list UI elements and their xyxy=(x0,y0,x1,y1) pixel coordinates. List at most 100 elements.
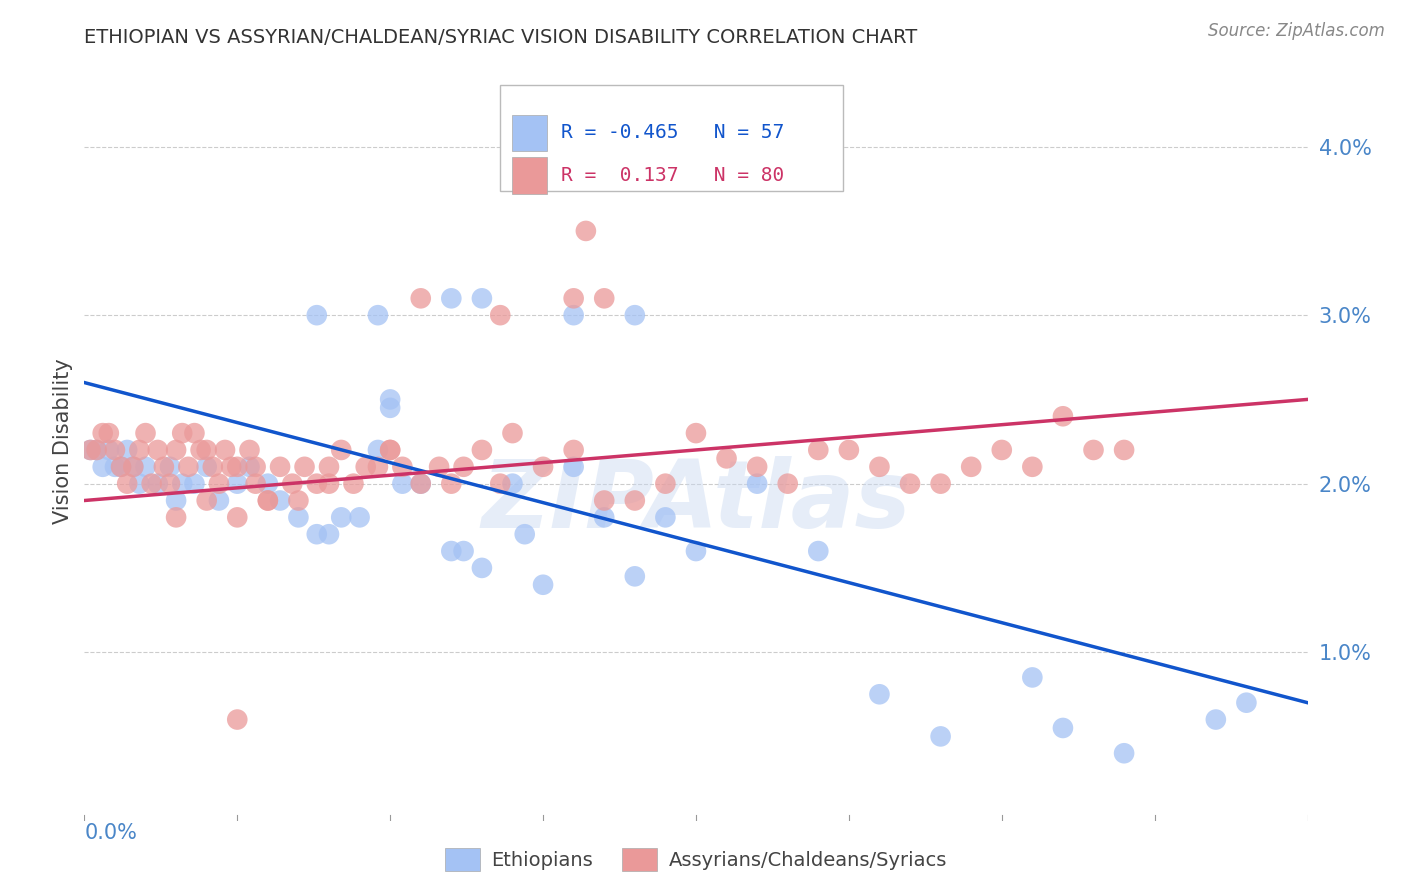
Point xyxy=(91,426,114,441)
Point xyxy=(245,476,267,491)
Point xyxy=(427,459,450,474)
Point xyxy=(128,476,150,491)
Point xyxy=(471,561,494,575)
Point xyxy=(453,459,475,474)
Point xyxy=(195,493,218,508)
Point xyxy=(489,476,512,491)
Point xyxy=(281,476,304,491)
Point xyxy=(1114,442,1136,457)
Point xyxy=(440,291,463,305)
Point xyxy=(190,442,212,457)
Point xyxy=(86,442,108,457)
Point xyxy=(440,544,463,558)
Point xyxy=(869,687,891,701)
Point xyxy=(305,476,328,491)
Point xyxy=(226,476,249,491)
Point xyxy=(807,442,830,457)
Point xyxy=(330,442,353,457)
Point xyxy=(226,510,249,524)
Point xyxy=(269,459,291,474)
Text: ETHIOPIAN VS ASSYRIAN/CHALDEAN/SYRIAC VISION DISABILITY CORRELATION CHART: ETHIOPIAN VS ASSYRIAN/CHALDEAN/SYRIAC VI… xyxy=(84,28,918,47)
Point xyxy=(489,308,512,322)
Point xyxy=(593,493,616,508)
Point xyxy=(513,527,536,541)
Point xyxy=(294,459,316,474)
Point xyxy=(838,442,860,457)
Point xyxy=(245,459,267,474)
Point xyxy=(97,442,120,457)
Point xyxy=(91,459,114,474)
Point xyxy=(287,493,309,508)
Y-axis label: Vision Disability: Vision Disability xyxy=(53,359,73,524)
Point xyxy=(747,476,769,491)
Point xyxy=(624,308,647,322)
Point xyxy=(453,544,475,558)
Point xyxy=(183,426,205,441)
Point xyxy=(391,476,413,491)
Point xyxy=(305,308,328,322)
Point xyxy=(318,476,340,491)
Point xyxy=(367,308,389,322)
Point xyxy=(330,510,353,524)
Point xyxy=(146,476,169,491)
Point xyxy=(929,730,952,744)
Point xyxy=(208,493,231,508)
Point xyxy=(305,527,328,541)
Point xyxy=(562,308,585,322)
Point xyxy=(380,392,402,407)
Point xyxy=(238,459,260,474)
Point xyxy=(257,493,280,508)
Point xyxy=(97,426,120,441)
Point xyxy=(685,426,707,441)
Point xyxy=(79,442,101,457)
Point xyxy=(110,459,132,474)
Point xyxy=(318,459,340,474)
Point xyxy=(593,510,616,524)
Point xyxy=(562,442,585,457)
Point xyxy=(86,442,108,457)
Point xyxy=(1236,696,1258,710)
Point xyxy=(367,459,389,474)
Point xyxy=(135,426,157,441)
Point xyxy=(122,459,145,474)
Point xyxy=(226,459,249,474)
Point xyxy=(716,451,738,466)
Point xyxy=(380,442,402,457)
Point xyxy=(1114,746,1136,760)
Point xyxy=(172,426,194,441)
Point xyxy=(159,476,181,491)
Point xyxy=(898,476,921,491)
Point xyxy=(104,459,127,474)
Point xyxy=(172,476,194,491)
Point xyxy=(575,224,598,238)
Point xyxy=(165,442,187,457)
Legend: Ethiopians, Assyrians/Chaldeans/Syriacs: Ethiopians, Assyrians/Chaldeans/Syriacs xyxy=(437,840,955,880)
Point xyxy=(624,493,647,508)
Point xyxy=(115,442,138,457)
Point xyxy=(929,476,952,491)
Point xyxy=(318,527,340,541)
Point xyxy=(128,442,150,457)
Point xyxy=(807,544,830,558)
Point xyxy=(1021,670,1043,684)
Point xyxy=(869,459,891,474)
Point xyxy=(269,493,291,508)
FancyBboxPatch shape xyxy=(513,157,547,194)
Point xyxy=(409,291,432,305)
Point xyxy=(115,476,138,491)
Point xyxy=(208,476,231,491)
Point xyxy=(380,442,402,457)
Point xyxy=(1083,442,1105,457)
FancyBboxPatch shape xyxy=(501,85,842,191)
Point xyxy=(624,569,647,583)
Point xyxy=(440,476,463,491)
FancyBboxPatch shape xyxy=(513,115,547,151)
Point xyxy=(165,510,187,524)
Point xyxy=(562,291,585,305)
Point xyxy=(342,476,364,491)
Point xyxy=(183,476,205,491)
Point xyxy=(531,578,554,592)
Point xyxy=(219,459,242,474)
Point xyxy=(593,291,616,305)
Point xyxy=(960,459,983,474)
